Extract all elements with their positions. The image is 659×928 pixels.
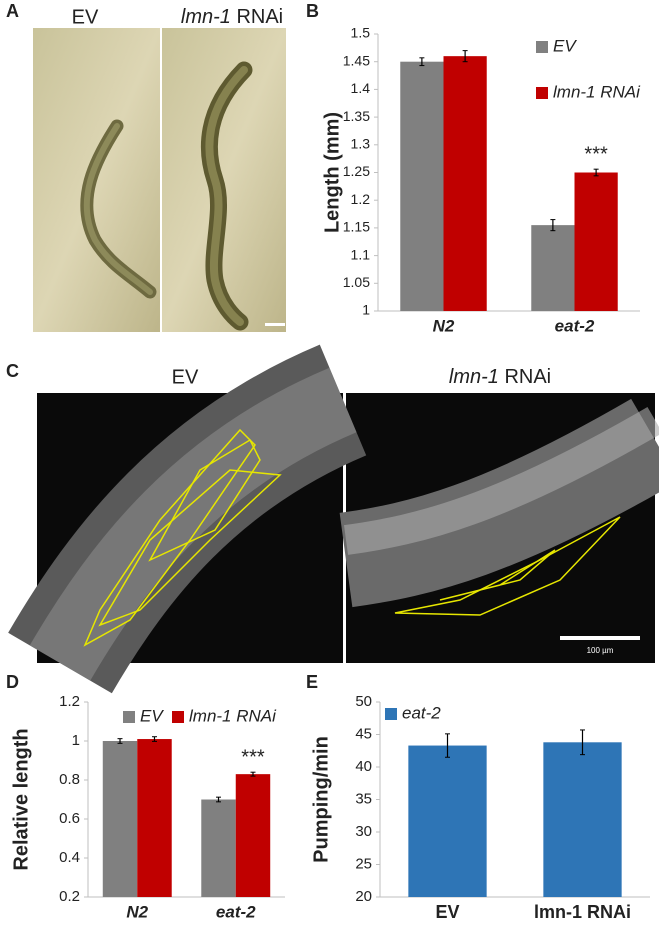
legend-label: eat-2 [402, 703, 441, 722]
y-tick-label: 1 [72, 732, 80, 749]
bar [235, 774, 271, 897]
y-tick-label: 20 [355, 888, 372, 905]
y-tick-label: 1.4 [351, 80, 371, 96]
y-tick-label: 0.8 [59, 771, 80, 788]
y-tick-label: 1.05 [343, 274, 370, 290]
scale-bar-label: 100 µm [587, 646, 614, 655]
y-tick-label: 0.2 [59, 888, 80, 905]
image-caption: EV [72, 6, 99, 28]
worm-body [29, 367, 357, 681]
bar [408, 745, 487, 897]
cell-outlines [83, 428, 621, 647]
worm [205, 66, 248, 326]
significance: *** [584, 143, 608, 165]
x-tick-label: N2 [433, 316, 455, 335]
bar [543, 742, 622, 897]
panel-label: B [306, 1, 319, 21]
bar [400, 61, 444, 312]
legend-label: lmn-1 RNAi [189, 706, 277, 725]
significance: *** [241, 746, 265, 768]
panel-label: A [6, 1, 19, 21]
bar [574, 172, 618, 311]
scale-bar [265, 323, 285, 326]
y-tick-label: 30 [355, 823, 372, 840]
worm-body [339, 398, 659, 608]
legend-label: EV [140, 706, 164, 725]
y-tick-label: 45 [355, 725, 372, 742]
y-tick-label: 1.2 [351, 191, 371, 207]
bar [443, 56, 487, 311]
y-tick-label: 35 [355, 790, 372, 807]
panel-label: D [6, 672, 19, 692]
y-tick-label: 1.5 [351, 25, 371, 41]
y-tick-label: 1.1 [351, 246, 371, 262]
y-tick-label: 1.2 [59, 693, 80, 710]
legend-label: lmn-1 RNAi [553, 82, 641, 101]
y-tick-label: 1.25 [343, 163, 370, 179]
y-tick-label: 1.45 [343, 52, 370, 68]
y-tick-label: 1 [362, 302, 370, 318]
x-tick-label: EV [435, 902, 459, 922]
caption-part: RNAi [504, 366, 551, 388]
bar [201, 799, 236, 897]
bar [137, 739, 172, 897]
x-tick-label: lmn-1 RNAi [534, 902, 631, 922]
y-tick-label: 1.3 [351, 136, 371, 152]
scale-bar [560, 636, 640, 640]
y-axis-title: Length (mm) [321, 112, 343, 233]
y-tick-label: 0.4 [59, 849, 80, 866]
x-tick-label: N2 [126, 902, 148, 921]
legend-swatch [536, 87, 548, 99]
bar [531, 225, 575, 311]
y-axis-title: Relative length [10, 728, 32, 870]
y-tick-label: 40 [355, 758, 372, 775]
legend-swatch [123, 711, 135, 723]
y-axis-title: Pumping/min [310, 736, 332, 863]
legend-label: EV [553, 36, 577, 55]
bar [102, 741, 138, 897]
worm-photo [162, 28, 286, 332]
y-tick-label: 25 [355, 855, 372, 872]
panel-label: C [6, 361, 19, 381]
y-tick-label: 0.6 [59, 810, 80, 827]
y-tick-label: 1.35 [343, 108, 370, 124]
image-caption: EV [172, 366, 199, 388]
y-tick-label: 50 [355, 693, 372, 710]
image-caption: lmn-1 RNAi [449, 366, 551, 388]
legend-swatch [172, 711, 184, 723]
legend-swatch [385, 708, 397, 720]
legend-swatch [536, 41, 548, 53]
caption-part: RNAi [236, 6, 283, 28]
worm [83, 123, 153, 295]
x-tick-label: eat-2 [555, 316, 595, 335]
x-tick-label: eat-2 [216, 902, 256, 921]
caption-part: lmn-1 [449, 366, 499, 388]
panel-label: E [306, 672, 318, 692]
y-tick-label: 1.15 [343, 219, 370, 235]
image-caption: lmn-1 RNAi [181, 6, 283, 28]
worm-body [343, 407, 659, 555]
caption-part: lmn-1 [181, 6, 231, 28]
